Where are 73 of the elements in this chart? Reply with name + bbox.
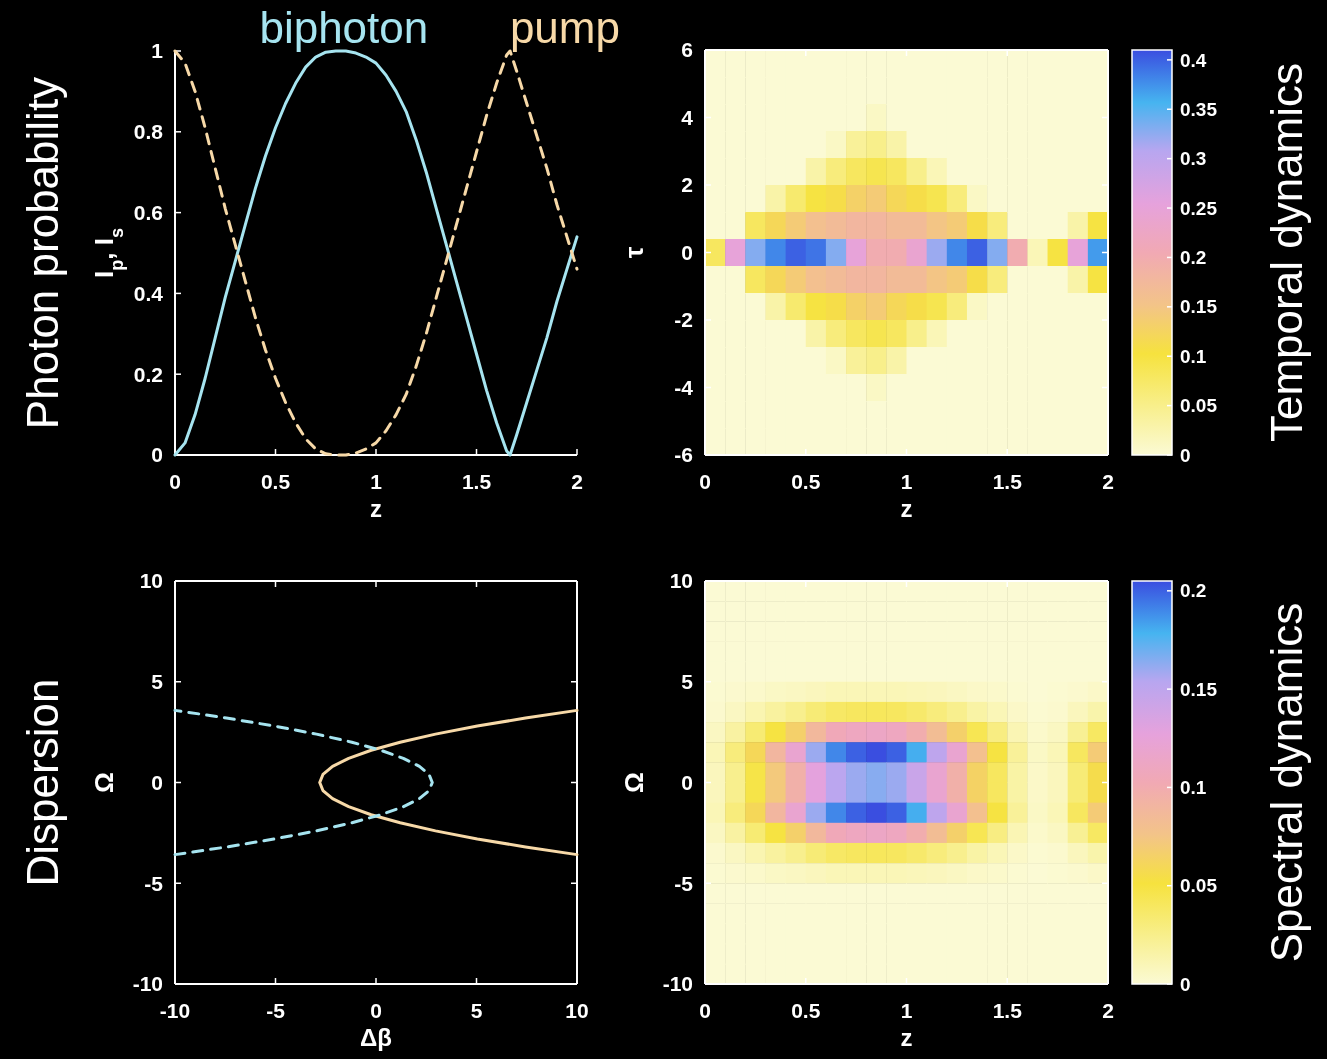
x-tick-label: 2 [1102,999,1114,1022]
text: Dispersion [18,678,67,887]
y-tick-label: 6 [681,38,693,62]
x-tick-label: 10 [565,999,589,1022]
x-tick-label: 2 [571,470,583,493]
color-bar-label: 0 [1180,444,1191,466]
x-axis-title: z [900,1024,913,1051]
x-tick-label: 0.5 [260,470,291,493]
y-tick-label: 10 [669,569,693,593]
line-series [173,708,434,857]
y-tick-label: -6 [674,443,693,467]
y-tick-label: 0.6 [133,200,163,224]
x-tick-label: 1 [900,999,913,1022]
x-axis-title: z [900,495,913,522]
y-axis-title: Ω [619,772,649,793]
x-tick-label: 1.5 [461,470,492,493]
y-tick-label: 0.4 [133,281,164,305]
color-bar-label: 0.4 [1180,49,1207,71]
color-bar-label: 0.15 [1180,296,1218,318]
x-tick-label: 1.5 [992,999,1023,1022]
y-tick-label: 1 [151,39,164,63]
series-label: biphoton [259,3,429,52]
color-bar-label: 0.1 [1180,777,1207,799]
y-tick-label: 0.8 [133,120,164,144]
y-tick-label: 4 [681,105,694,129]
text: Photon probability [18,76,67,430]
line-series [318,708,579,857]
y-axis-title: Ω [89,772,119,793]
colorbar: 0 0.05 0.1 0.15 0.2 0.25 0.3 0.35 0.4 [1131,49,1217,466]
x-tick-label: -5 [266,999,286,1022]
color-bar-label: 0 [1180,973,1191,995]
y-tick-label: 2 [681,173,693,197]
x-tick-label: 0 [699,470,711,493]
colorbar: 0 0.05 0.1 0.15 0.2 [1131,580,1217,995]
x-axis-title: Δβ [360,1024,392,1051]
x-tick-label: 0 [699,999,711,1022]
color-bar-label: 0.05 [1180,395,1218,417]
y-tick-label: -5 [674,871,694,895]
y-tick-label: 5 [151,670,164,694]
x-tick-label: 2 [1102,470,1114,493]
y-tick-label: -10 [132,972,163,996]
y-tick-label: -2 [674,308,693,332]
color-bar-label: 0.15 [1180,678,1218,700]
x-tick-label: 0.5 [791,999,821,1022]
y-tick-label: 0.2 [133,362,163,386]
x-tick-label: 0 [169,470,181,493]
y-tick-label: 0 [681,240,693,264]
text: Spectral dynamics [1262,602,1311,963]
y-tick-label: 10 [139,569,163,593]
color-bar-label: 0.2 [1180,247,1207,269]
series-label: pump [509,3,620,52]
color-bar-label: 0.25 [1180,197,1218,219]
x-tick-label: 1 [370,470,383,493]
x-tick-label: 0.5 [791,470,821,493]
color-bar-label: 0.35 [1180,98,1218,120]
color-bar-label: 0.3 [1180,148,1207,170]
x-tick-label: 1 [900,470,913,493]
x-tick-label: 5 [470,999,483,1022]
y-tick-label: -10 [662,972,693,996]
x-axis-title: z [370,495,382,522]
y-tick-label: 0 [151,770,163,794]
color-bar-label: 0.1 [1180,345,1207,367]
x-tick-label: 1.5 [992,470,1023,493]
y-tick-label: -4 [674,375,694,399]
y-tick-label: 0 [681,770,693,794]
y-axis-title: τ [619,246,649,259]
y-tick-label: -5 [144,871,164,895]
color-bar-label: 0.05 [1180,875,1218,897]
x-tick-label: 0 [370,999,382,1022]
y-tick-label: 5 [681,670,694,694]
y-tick-label: 0 [151,443,163,467]
text: Temporal dynamics [1262,62,1311,443]
color-bar-label: 0.2 [1180,580,1207,602]
